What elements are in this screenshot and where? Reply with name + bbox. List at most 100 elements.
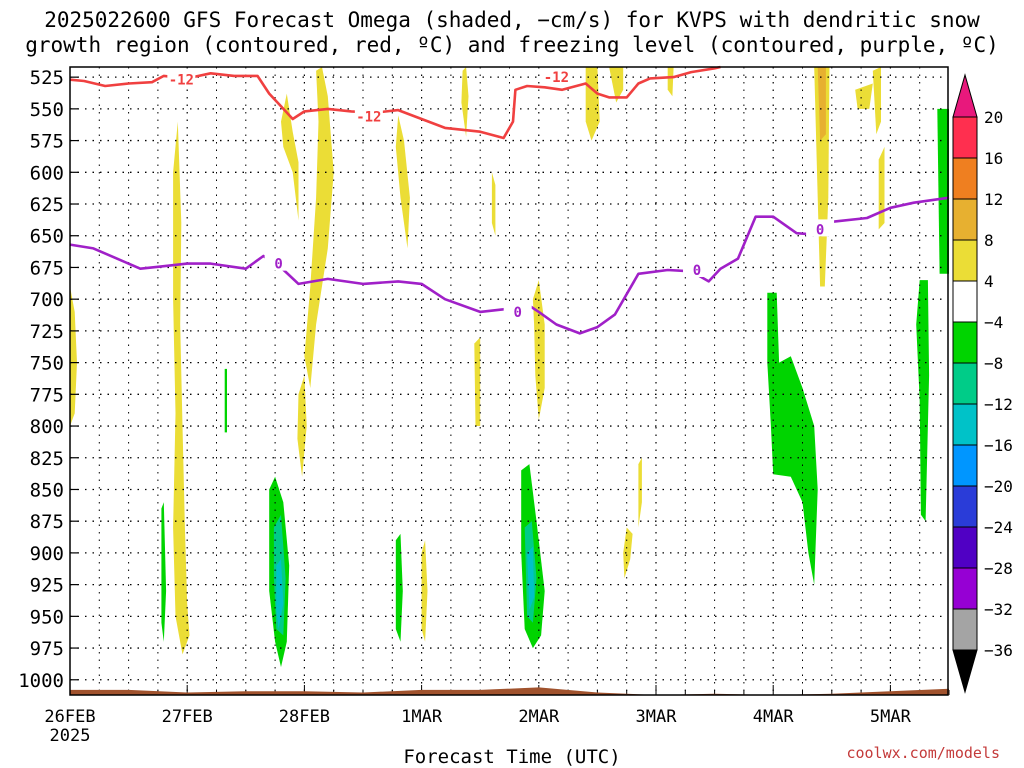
y-tick-label: 900: [30, 543, 64, 565]
colorbar-top-arrow: [952, 73, 978, 118]
omega-shaded-region: [872, 67, 881, 135]
x-tick-label: 3MAR: [636, 707, 678, 727]
y-tick-label: 675: [30, 257, 64, 279]
omega-shaded-region: [638, 457, 642, 528]
freezing-level-line-label-bg: [503, 301, 532, 319]
y-tick-label: 800: [30, 416, 64, 438]
dsg-contour-line-label: -12: [356, 109, 381, 125]
credit-text: coolwx.com/models: [846, 744, 1000, 762]
omega-shaded-region: [916, 280, 930, 522]
y-tick-label: 925: [30, 575, 64, 597]
omega-shaded-region: [173, 121, 190, 655]
x-tick-sublabel: 2025: [50, 726, 91, 746]
chart-title-line2: growth region (contoured, red, ºC) and f…: [25, 33, 999, 57]
omega-shaded-region: [304, 67, 334, 388]
omega-shaded-region: [224, 368, 227, 433]
omega-shaded-region: [161, 502, 167, 642]
colorbar-label: −28: [984, 559, 1013, 578]
colorbar-segment: [952, 198, 978, 241]
y-tick-label: 700: [30, 289, 64, 311]
freezing-level-line-label: 0: [513, 305, 521, 321]
colorbar-label: 4: [984, 272, 994, 291]
omega-shaded-region: [609, 67, 624, 103]
omega-shaded-region: [474, 337, 481, 426]
colorbar-label: −4: [984, 313, 1003, 332]
colorbar-label: 20: [984, 108, 1003, 127]
colorbar-label: −8: [984, 354, 1003, 373]
x-tick-label: 26FEB: [44, 707, 95, 727]
colorbar-label: −20: [984, 477, 1013, 496]
x-tick-label: 5MAR: [870, 707, 912, 727]
omega-shaded-region: [491, 172, 496, 236]
colorbar-segment: [952, 321, 978, 364]
omega-shaded-region: [461, 67, 469, 137]
y-tick-label: 775: [30, 384, 64, 406]
omega-shaded-region: [937, 108, 949, 274]
y-tick-label: 875: [30, 511, 64, 533]
y-tick-label: 750: [30, 353, 64, 375]
y-tick-label: 650: [30, 226, 64, 248]
colorbar-segment: [952, 239, 978, 282]
colorbar-bottom-arrow: [952, 649, 978, 694]
colorbar-segment: [952, 280, 978, 323]
x-tick-label: 1MAR: [401, 707, 443, 727]
omega-shaded-region: [667, 67, 674, 97]
omega-shaded-region: [623, 527, 633, 579]
colorbar-segment: [952, 608, 978, 651]
freezing-level-line: [69, 196, 950, 335]
dsg-contour-line-label-bg: [354, 106, 383, 124]
colorbar-label: 8: [984, 231, 994, 250]
colorbar-label: −12: [984, 395, 1013, 414]
omega-shaded-region: [767, 292, 818, 585]
y-tick-label: 600: [30, 162, 64, 184]
x-axis-title: Forecast Time (UTC): [403, 746, 621, 768]
freezing-level-line-label: 0: [816, 222, 824, 238]
plot-frame: [69, 66, 949, 696]
y-tick-label: 725: [30, 321, 64, 343]
colorbar-segment: [952, 485, 978, 528]
omega-shaded-region: [297, 375, 307, 477]
omega-shaded-region: [527, 546, 535, 610]
y-tick-label: 950: [30, 606, 64, 628]
colorbar-segment: [952, 567, 978, 610]
colorbar-label: −32: [984, 600, 1013, 619]
y-tick-label: 525: [30, 67, 64, 89]
y-tick-label: 825: [30, 448, 64, 470]
omega-shaded-region: [395, 115, 410, 249]
dsg-contour-line-label-bg: [167, 69, 196, 87]
omega-shaded-region: [878, 146, 885, 230]
freezing-level-line-label-bg: [264, 253, 293, 271]
colorbar-segment: [952, 362, 978, 405]
omega-shaded-region: [70, 286, 77, 426]
colorbar-label: −36: [984, 641, 1013, 660]
y-tick-label: 550: [30, 99, 64, 121]
omega-shaded-region: [855, 83, 873, 109]
omega-shaded-region: [395, 533, 403, 642]
x-tick-label: 2MAR: [518, 707, 560, 727]
omega-shaded-region: [281, 93, 299, 221]
chart-title-line1: 2025022600 GFS Forecast Omega (shaded, −…: [44, 8, 980, 32]
y-tick-label: 575: [30, 131, 64, 153]
colorbar-label: −24: [984, 518, 1013, 537]
freezing-level-line-label: 0: [693, 263, 701, 279]
freezing-level-line-label-bg: [683, 259, 712, 277]
y-tick-label: 1000: [18, 670, 64, 692]
dsg-contour-line-label: -12: [544, 70, 569, 86]
colorbar-segment: [952, 444, 978, 487]
plot-background: [70, 67, 948, 695]
omega-shaded-region: [817, 67, 826, 141]
x-tick-label: 27FEB: [162, 707, 213, 727]
colorbar-segment: [952, 403, 978, 446]
colorbar-segment: [952, 157, 978, 200]
x-tick-label: 28FEB: [279, 707, 330, 727]
surface-terrain-fill: [70, 687, 949, 695]
x-tick-label: 4MAR: [753, 707, 795, 727]
freezing-level-line-label: 0: [274, 257, 282, 273]
y-tick-label: 850: [30, 479, 64, 501]
y-tick-label: 625: [30, 194, 64, 216]
colorbar-segment: [952, 526, 978, 569]
y-tick-label: 975: [30, 638, 64, 660]
dsg-contour-line-label: -12: [169, 73, 194, 89]
